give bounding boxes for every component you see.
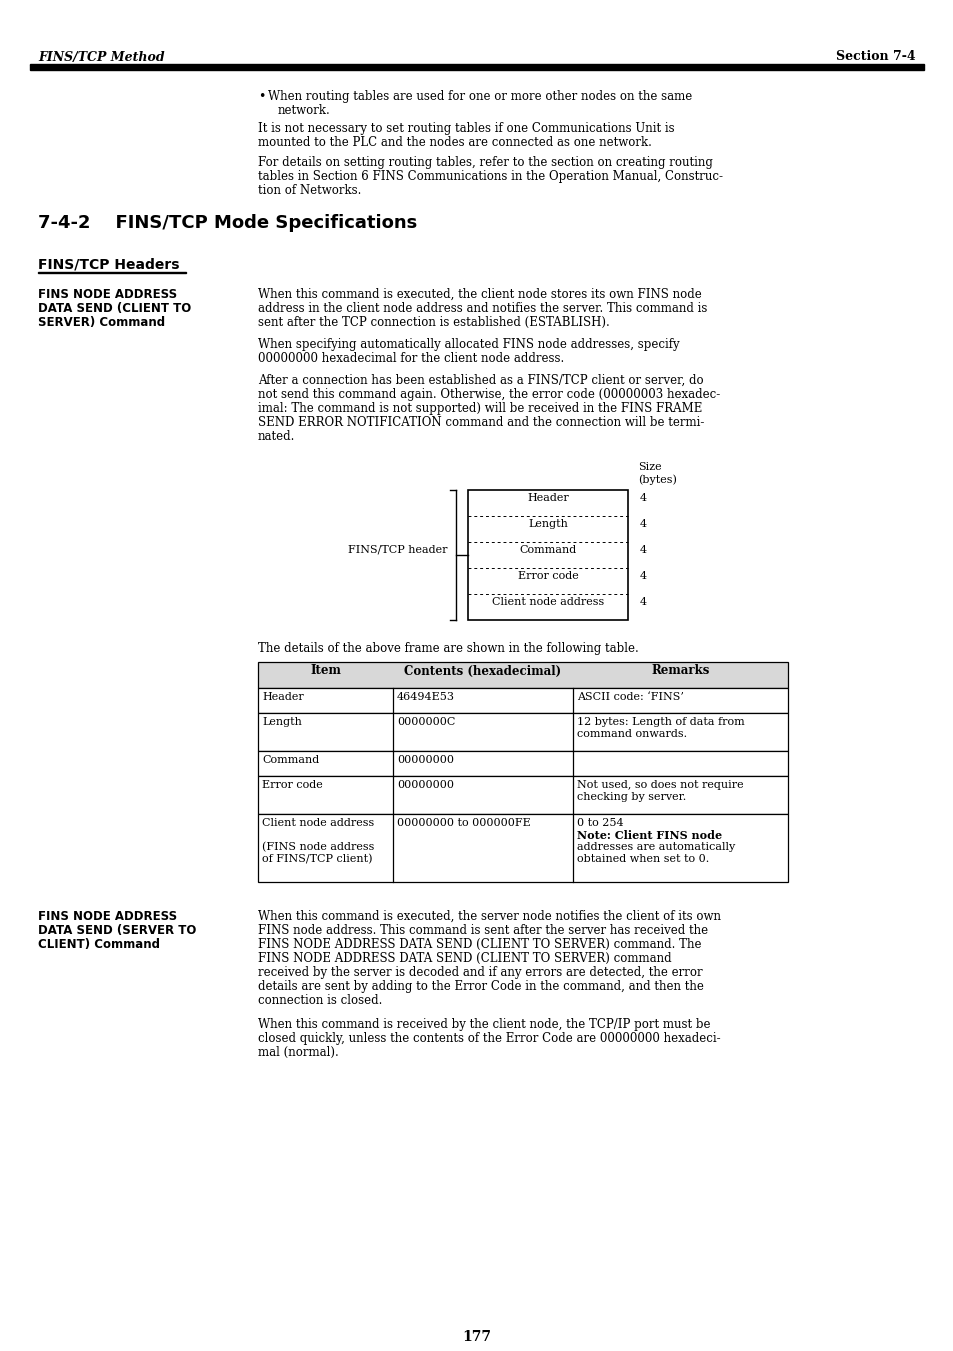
Text: When this command is received by the client node, the TCP/IP port must be: When this command is received by the cli… <box>257 1019 710 1031</box>
Text: Section 7-4: Section 7-4 <box>836 50 915 63</box>
Text: not send this command again. Otherwise, the error code (00000003 hexadec-: not send this command again. Otherwise, … <box>257 388 720 401</box>
Text: FINS NODE ADDRESS: FINS NODE ADDRESS <box>38 288 177 301</box>
Text: obtained when set to 0.: obtained when set to 0. <box>577 854 708 865</box>
Bar <box>257 688 787 713</box>
Text: FINS NODE ADDRESS: FINS NODE ADDRESS <box>38 911 177 923</box>
Text: 12 bytes: Length of data from: 12 bytes: Length of data from <box>577 717 744 727</box>
Bar <box>257 751 787 775</box>
Text: checking by server.: checking by server. <box>577 792 685 802</box>
Text: Note: Client FINS node: Note: Client FINS node <box>577 830 721 842</box>
Text: addresses are automatically: addresses are automatically <box>577 842 735 852</box>
Text: FINS/TCP Headers: FINS/TCP Headers <box>38 258 179 272</box>
Text: FINS NODE ADDRESS DATA SEND (CLIENT TO SERVER) command. The: FINS NODE ADDRESS DATA SEND (CLIENT TO S… <box>257 938 700 951</box>
Bar <box>30 65 923 70</box>
Text: (bytes): (bytes) <box>638 474 677 485</box>
Text: Contents (hexadecimal): Contents (hexadecimal) <box>404 665 561 677</box>
Text: CLIENT) Command: CLIENT) Command <box>38 938 160 951</box>
Text: 0 to 254: 0 to 254 <box>577 817 623 828</box>
Text: Length: Length <box>262 717 301 727</box>
Text: Remarks: Remarks <box>651 665 709 677</box>
Text: DATA SEND (CLIENT TO: DATA SEND (CLIENT TO <box>38 303 191 315</box>
Text: Length: Length <box>528 519 567 530</box>
Bar <box>468 490 627 620</box>
Text: When routing tables are used for one or more other nodes on the same: When routing tables are used for one or … <box>268 91 692 103</box>
Text: When specifying automatically allocated FINS node addresses, specify: When specifying automatically allocated … <box>257 338 679 351</box>
Text: 46494E53: 46494E53 <box>396 692 455 703</box>
Text: The details of the above frame are shown in the following table.: The details of the above frame are shown… <box>257 642 639 655</box>
Text: When this command is executed, the client node stores its own FINS node: When this command is executed, the clien… <box>257 288 701 301</box>
Text: DATA SEND (SERVER TO: DATA SEND (SERVER TO <box>38 924 196 938</box>
Bar <box>257 662 787 688</box>
Text: address in the client node address and notifies the server. This command is: address in the client node address and n… <box>257 303 706 315</box>
Text: When this command is executed, the server node notifies the client of its own: When this command is executed, the serve… <box>257 911 720 923</box>
Text: Client node address: Client node address <box>262 817 374 828</box>
Text: connection is closed.: connection is closed. <box>257 994 382 1006</box>
Text: 4: 4 <box>639 519 646 530</box>
Text: For details on setting routing tables, refer to the section on creating routing: For details on setting routing tables, r… <box>257 155 712 169</box>
Text: Command: Command <box>518 544 576 555</box>
Text: mal (normal).: mal (normal). <box>257 1046 338 1059</box>
Text: 00000000 to 000000FE: 00000000 to 000000FE <box>396 817 530 828</box>
Text: ASCII code: ‘FINS’: ASCII code: ‘FINS’ <box>577 692 683 703</box>
Text: Header: Header <box>262 692 303 703</box>
Text: 00000000: 00000000 <box>396 755 454 765</box>
Text: Item: Item <box>310 665 340 677</box>
Text: 4: 4 <box>639 493 646 503</box>
Text: tables in Section 6 FINS Communications in the Operation Manual, Construc-: tables in Section 6 FINS Communications … <box>257 170 722 182</box>
Text: 00000000: 00000000 <box>396 780 454 790</box>
Bar <box>257 713 787 751</box>
Text: FINS node address. This command is sent after the server has received the: FINS node address. This command is sent … <box>257 924 707 938</box>
Text: After a connection has been established as a FINS/TCP client or server, do: After a connection has been established … <box>257 374 703 386</box>
Text: tion of Networks.: tion of Networks. <box>257 184 361 197</box>
Text: Client node address: Client node address <box>492 597 603 607</box>
Text: (FINS node address: (FINS node address <box>262 842 374 852</box>
Text: closed quickly, unless the contents of the Error Code are 00000000 hexadeci-: closed quickly, unless the contents of t… <box>257 1032 720 1046</box>
Text: details are sent by adding to the Error Code in the command, and then the: details are sent by adding to the Error … <box>257 979 703 993</box>
Text: FINS/TCP Method: FINS/TCP Method <box>38 50 165 63</box>
Text: Command: Command <box>262 755 319 765</box>
Text: imal: The command is not supported) will be received in the FINS FRAME: imal: The command is not supported) will… <box>257 403 701 415</box>
Bar <box>257 775 787 815</box>
Text: 0000000C: 0000000C <box>396 717 455 727</box>
Text: command onwards.: command onwards. <box>577 730 686 739</box>
Text: •: • <box>257 91 265 103</box>
Text: FINS/TCP header: FINS/TCP header <box>348 544 448 555</box>
Text: received by the server is decoded and if any errors are detected, the error: received by the server is decoded and if… <box>257 966 702 979</box>
Text: sent after the TCP connection is established (ESTABLISH).: sent after the TCP connection is establi… <box>257 316 609 330</box>
Text: 177: 177 <box>462 1329 491 1344</box>
Text: Error code: Error code <box>517 571 578 581</box>
Text: Header: Header <box>527 493 568 503</box>
Text: Error code: Error code <box>262 780 322 790</box>
Text: FINS NODE ADDRESS DATA SEND (CLIENT TO SERVER) command: FINS NODE ADDRESS DATA SEND (CLIENT TO S… <box>257 952 671 965</box>
Text: SERVER) Command: SERVER) Command <box>38 316 165 330</box>
Text: of FINS/TCP client): of FINS/TCP client) <box>262 854 372 865</box>
Text: 7-4-2    FINS/TCP Mode Specifications: 7-4-2 FINS/TCP Mode Specifications <box>38 213 416 232</box>
Text: Size: Size <box>638 462 661 471</box>
Text: 4: 4 <box>639 597 646 607</box>
Text: 00000000 hexadecimal for the client node address.: 00000000 hexadecimal for the client node… <box>257 353 563 365</box>
Bar <box>257 815 787 882</box>
Text: mounted to the PLC and the nodes are connected as one network.: mounted to the PLC and the nodes are con… <box>257 136 651 149</box>
Bar <box>30 63 923 65</box>
Text: network.: network. <box>277 104 331 118</box>
Text: 4: 4 <box>639 544 646 555</box>
Text: nated.: nated. <box>257 430 295 443</box>
Text: 4: 4 <box>639 571 646 581</box>
Text: SEND ERROR NOTIFICATION command and the connection will be termi-: SEND ERROR NOTIFICATION command and the … <box>257 416 703 430</box>
Text: Not used, so does not require: Not used, so does not require <box>577 780 742 790</box>
Text: It is not necessary to set routing tables if one Communications Unit is: It is not necessary to set routing table… <box>257 122 674 135</box>
Bar <box>38 272 186 273</box>
